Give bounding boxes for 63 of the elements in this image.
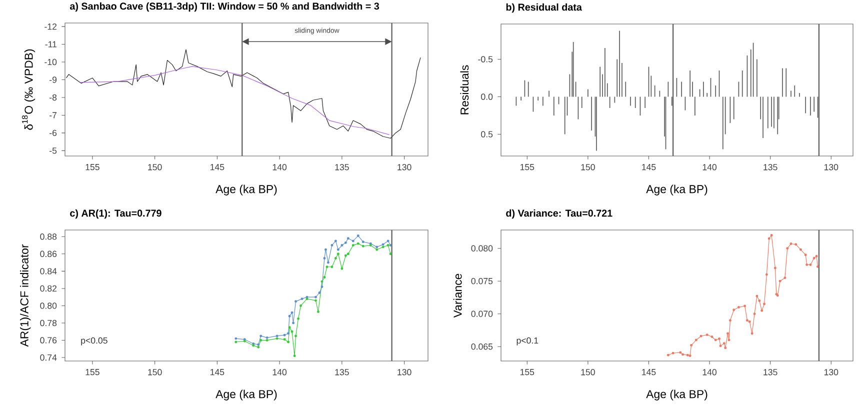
y-tick-label: 0.080 [471,245,493,252]
y-axis-title: Variance [453,274,462,318]
x-tick-label: 155 [520,369,534,376]
x-axis-title: Age (ka BP) [216,184,277,196]
x-axis-title: Age (ka BP) [646,390,708,400]
x-tick-label: 145 [642,164,656,170]
y-tick-label: -10 [44,58,57,66]
y-axis-title: AR(1)/ACF indicator [20,244,31,347]
y-tick-label: 0.74 [40,354,57,361]
x-tick-label: 135 [764,164,778,170]
x-axis-title: Age (ka BP) [646,184,708,196]
y-tick-label: 0.0 [481,94,493,100]
x-tick-label: 145 [210,164,224,170]
y-axis-title: Residuals [460,65,469,114]
y-axis-title: δ$^{18}$O (‰ VPDB) [22,49,36,130]
x-tick-label: 135 [335,164,349,170]
x-tick-label: 155 [520,164,534,170]
chart-title: d) Variance: Tau=0.721 [506,209,612,219]
line-series [66,49,421,139]
y-tick-label: 0.86 [40,250,57,258]
chart-title: a) Sanbao Cave (SB11-3dp) TII: Window = 50 % and Bandwidth = 3 [70,2,380,12]
x-tick-label: 135 [335,369,349,376]
x-tick-label: 150 [148,369,162,376]
y-tick-label: -0.5 [478,56,493,62]
x-tick-label: 140 [272,369,287,376]
y-tick-label: 0.070 [471,310,493,317]
x-tick-label: 150 [581,164,595,170]
y-tick-label: 0.78 [40,320,57,326]
annotation: p<0.1 [516,337,538,346]
y-tick-label: -5 [50,148,57,154]
y-tick-label: -6 [50,130,57,136]
y-tick-label: 0.82 [40,285,57,292]
y-tick-label: 0.065 [471,343,493,350]
x-tick-label: 140 [702,164,717,170]
y-tick-label: 0.88 [40,234,57,240]
y-tick-label: 0.84 [40,268,57,274]
chart-title: c) AR(1): Tau=0.779 [70,209,162,219]
x-tick-label: 130 [398,369,412,376]
annotation: p<0.05 [81,337,108,346]
y-tick-label: 0.075 [471,278,493,284]
y-tick-label: 0.5 [481,131,493,138]
y-tick-label: -12 [44,23,57,30]
chart-title: b) Residual data [506,3,582,13]
x-tick-label: 155 [86,164,100,170]
x-tick-label: 140 [702,369,717,376]
x-tick-label: 130 [398,164,412,170]
x-tick-label: 150 [148,164,162,170]
x-tick-label: 140 [272,164,287,170]
x-tick-label: 130 [824,369,838,376]
y-tick-label: -8 [50,94,57,101]
x-tick-label: 150 [581,369,595,376]
y-tick-label: 0.80 [40,302,57,309]
x-tick-label: 135 [764,369,778,376]
x-tick-label: 145 [210,369,224,376]
y-tick-label: -9 [50,76,57,83]
line-series [80,66,390,136]
y-tick-label: -7 [50,112,57,118]
x-tick-label: 130 [824,164,838,170]
x-tick-label: 155 [86,369,100,376]
y-tick-label: -11 [45,41,57,48]
x-axis-title: Age (ka BP) [216,390,277,400]
x-tick-label: 145 [642,369,656,376]
y-tick-label: 0.76 [40,337,57,344]
